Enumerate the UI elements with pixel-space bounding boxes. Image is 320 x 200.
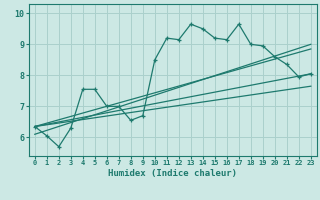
X-axis label: Humidex (Indice chaleur): Humidex (Indice chaleur) [108,169,237,178]
